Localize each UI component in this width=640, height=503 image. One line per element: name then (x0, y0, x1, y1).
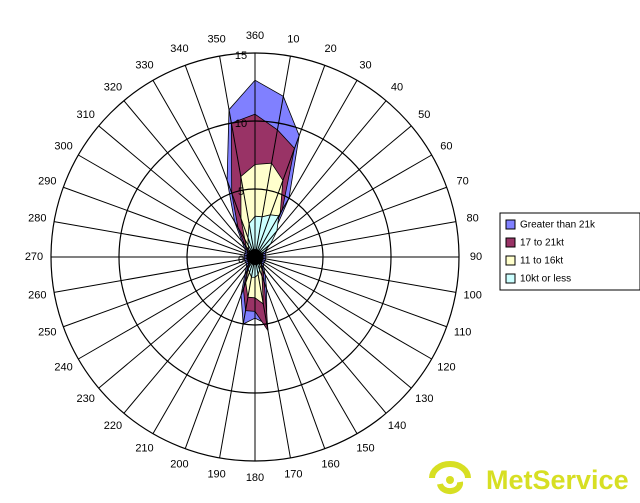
center-dot (247, 249, 263, 265)
spoke (123, 100, 256, 258)
spoke (123, 256, 256, 414)
direction-label: 230 (77, 393, 95, 405)
direction-label: 290 (38, 175, 56, 187)
direction-label: 310 (77, 109, 95, 121)
spoke (254, 154, 432, 258)
r-tick-label: 0 (238, 254, 244, 266)
legend-swatch (505, 237, 516, 248)
direction-label: 220 (104, 420, 122, 432)
legend-label: 11 to 16kt (520, 256, 563, 267)
spoke (219, 56, 256, 258)
spoke (254, 56, 291, 258)
direction-label: 280 (28, 213, 46, 225)
spoke (254, 256, 291, 458)
r-tick-label: 15 (235, 50, 247, 62)
spoke (54, 221, 256, 258)
direction-label: 170 (284, 469, 302, 481)
direction-label: 130 (415, 393, 433, 405)
direction-label: 190 (207, 469, 225, 481)
direction-label: 320 (104, 82, 122, 94)
spoke (152, 256, 256, 434)
direction-label: 210 (135, 442, 153, 454)
direction-label: 30 (359, 60, 371, 72)
direction-label: 350 (207, 33, 225, 45)
direction-label: 270 (25, 251, 43, 263)
direction-label: 20 (324, 43, 336, 55)
spoke (254, 256, 387, 414)
direction-label: 70 (457, 175, 469, 187)
direction-label: 90 (470, 251, 482, 263)
direction-label: 260 (28, 289, 46, 301)
direction-label: 330 (135, 60, 153, 72)
direction-label: 340 (170, 43, 188, 55)
direction-label: 40 (391, 82, 403, 94)
legend-swatch (505, 255, 516, 266)
spoke (63, 186, 256, 258)
direction-label: 360 (246, 30, 264, 42)
direction-label: 140 (388, 420, 406, 432)
spoke (254, 80, 358, 258)
legend-label: 17 to 21kt (520, 238, 564, 249)
spoke (254, 256, 432, 360)
legend-swatch (505, 219, 516, 230)
spoke (254, 256, 358, 434)
direction-label: 120 (437, 361, 455, 373)
spoke (254, 65, 326, 258)
spoke (184, 256, 256, 449)
spoke (254, 186, 447, 258)
spoke (78, 154, 256, 258)
spoke (219, 256, 256, 458)
spoke (63, 256, 256, 328)
direction-label: 300 (54, 140, 72, 152)
r-tick-label: 5 (238, 186, 244, 198)
direction-label: 50 (418, 109, 430, 121)
direction-label: 80 (467, 213, 479, 225)
legend-box (499, 212, 640, 291)
legend-label: 10kt or less (520, 274, 571, 285)
spoke (184, 65, 256, 258)
spoke (152, 80, 256, 258)
spoke (254, 125, 412, 258)
legend-label: Greater than 21k (520, 220, 596, 231)
direction-label: 100 (463, 289, 481, 301)
spoke (98, 125, 256, 258)
direction-label: 240 (54, 361, 72, 373)
spoke (254, 221, 456, 258)
spoke (254, 256, 456, 293)
direction-label: 10 (287, 33, 299, 45)
spoke (78, 256, 256, 360)
direction-label: 150 (356, 442, 374, 454)
spoke (254, 256, 326, 449)
spoke (254, 256, 447, 328)
direction-label: 60 (440, 140, 452, 152)
spoke (98, 256, 256, 389)
spoke (254, 256, 412, 389)
r-tick-label: 10 (235, 118, 247, 130)
spoke (254, 100, 387, 258)
brand: MetService (486, 465, 629, 495)
direction-label: 110 (454, 326, 472, 338)
logo-icon (429, 461, 471, 494)
direction-label: 180 (246, 472, 264, 484)
spoke (54, 256, 256, 293)
legend-swatch (505, 273, 516, 284)
direction-label: 200 (170, 459, 188, 471)
direction-label: 160 (321, 459, 339, 471)
direction-label: 250 (38, 326, 56, 338)
plot-area (226, 79, 300, 333)
